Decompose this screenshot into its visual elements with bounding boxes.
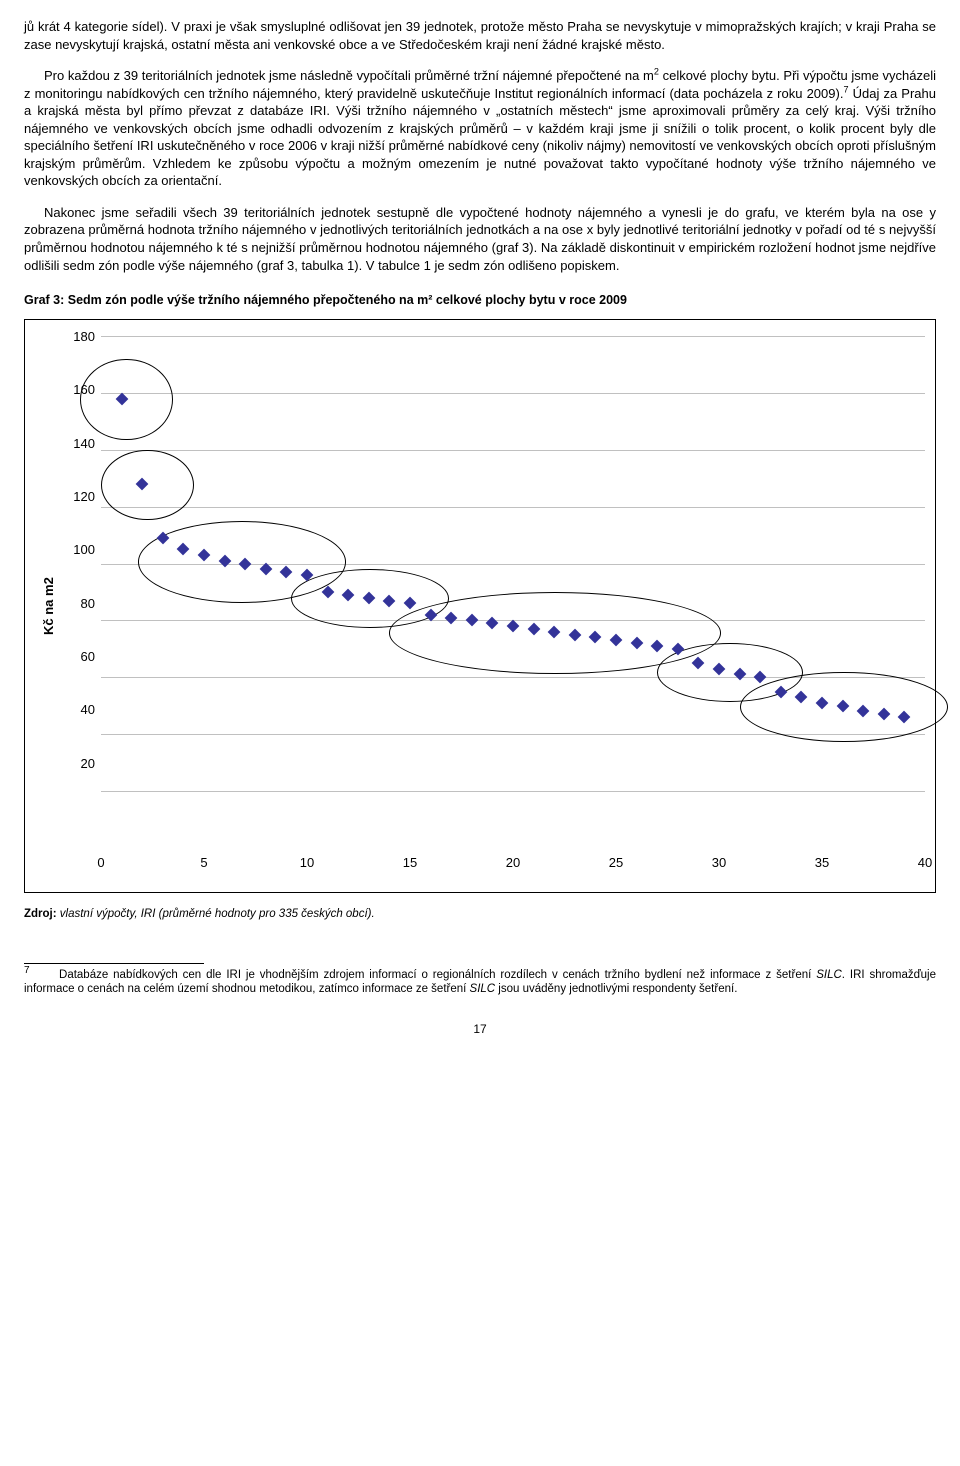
- x-tick: 0: [97, 854, 104, 872]
- x-tick: 5: [200, 854, 207, 872]
- source-label: Zdroj:: [24, 908, 57, 920]
- chart-source: Zdroj: vlastní výpočty, IRI (průměrné ho…: [24, 907, 936, 923]
- footnote-number: 7: [24, 965, 30, 976]
- footnote-rule: [24, 963, 204, 964]
- y-tick: 140: [73, 435, 95, 453]
- grid-line: [101, 450, 925, 451]
- grid-line: [101, 791, 925, 792]
- fn-a: Databáze nabídkových cen dle IRI je vhod…: [59, 969, 816, 981]
- x-tick: 35: [815, 854, 829, 872]
- y-tick: 100: [73, 541, 95, 559]
- fn-silc-2: SILC: [470, 983, 496, 995]
- y-tick: 120: [73, 488, 95, 506]
- grid-line: [101, 507, 925, 508]
- y-tick: 20: [81, 755, 95, 773]
- x-tick: 20: [506, 854, 520, 872]
- x-axis-ticks: 0510152025303540: [101, 848, 925, 876]
- y-axis-label: Kč na m2: [35, 336, 59, 876]
- fn-c: jsou uváděny jednotlivými respondenty še…: [495, 983, 737, 995]
- plot-area: [101, 336, 925, 848]
- x-tick: 10: [300, 854, 314, 872]
- x-tick: 30: [712, 854, 726, 872]
- paragraph-1: jů krát 4 kategorie sídel). V praxi je v…: [24, 18, 936, 53]
- x-tick: 25: [609, 854, 623, 872]
- paragraph-3: Nakonec jsme seřadili všech 39 teritoriá…: [24, 204, 936, 274]
- footnote-7: 7 Databáze nabídkových cen dle IRI je vh…: [24, 968, 936, 998]
- p2-part-a: Pro každou z 39 teritoriálních jednotek …: [44, 68, 654, 83]
- y-tick: 40: [81, 701, 95, 719]
- chart-container: Kč na m2 18016014012010080604020 0510152…: [24, 319, 936, 893]
- chart-title: Graf 3: Sedm zón podle výše tržního náje…: [24, 292, 936, 309]
- grid-line: [101, 393, 925, 394]
- y-tick: 80: [81, 595, 95, 613]
- source-text: vlastní výpočty, IRI (průměrné hodnoty p…: [57, 908, 375, 920]
- y-tick: 180: [73, 328, 95, 346]
- p2-part-c: Údaj za Prahu a krajská města byl přímo …: [24, 86, 936, 189]
- x-tick: 40: [918, 854, 932, 872]
- page-number: 17: [24, 1021, 936, 1037]
- grid-line: [101, 336, 925, 337]
- y-tick: 60: [81, 648, 95, 666]
- fn-silc-1: SILC: [816, 969, 842, 981]
- x-tick: 15: [403, 854, 417, 872]
- paragraph-2: Pro každou z 39 teritoriálních jednotek …: [24, 67, 936, 190]
